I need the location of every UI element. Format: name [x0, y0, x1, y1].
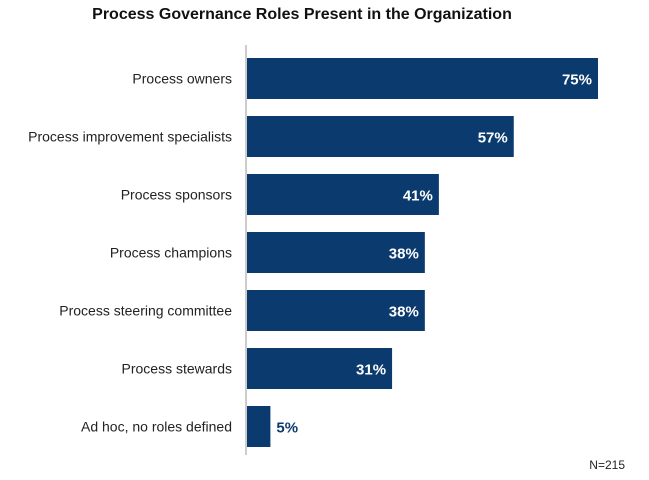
sample-size-note: N=215: [589, 458, 625, 472]
value-label: 38%: [389, 246, 419, 263]
value-label: 5%: [276, 420, 298, 437]
chart-title: Process Governance Roles Present in the …: [92, 6, 512, 23]
category-label: Process sponsors: [121, 187, 232, 203]
bars-group: Process owners 75% Process improvement spe…: [28, 58, 598, 447]
value-label: 38%: [389, 304, 419, 321]
bar-3: [247, 232, 425, 273]
bar-5: [247, 348, 393, 389]
value-label: 75%: [562, 72, 592, 89]
bar-2: [247, 174, 439, 215]
value-label: 57%: [478, 130, 508, 147]
category-label: Process stewards: [122, 361, 232, 377]
category-label: Process champions: [110, 245, 232, 261]
bar-1: [247, 116, 514, 157]
category-label: Process improvement specialists: [28, 129, 232, 145]
category-label: Process owners: [132, 71, 232, 87]
bar-4: [247, 290, 425, 331]
value-label: 41%: [403, 188, 433, 205]
category-label: Process steering committee: [59, 303, 232, 319]
category-label: Ad hoc, no roles defined: [81, 419, 232, 435]
bar-6: [247, 406, 271, 447]
bar-0: [247, 58, 598, 99]
value-label: 31%: [356, 362, 386, 379]
